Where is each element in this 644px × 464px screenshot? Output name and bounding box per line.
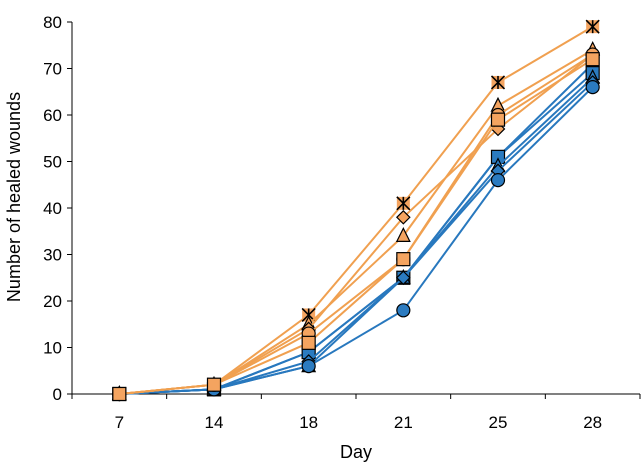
- x-tick-label: 18: [299, 413, 318, 432]
- data-point-asterisk: [396, 196, 411, 211]
- y-axis-title: Number of healed wounds: [4, 92, 24, 302]
- y-tick-label: 70: [43, 60, 62, 79]
- series-blue-diamond: [111, 75, 601, 402]
- y-tick-label: 20: [43, 292, 62, 311]
- data-point-square: [396, 252, 411, 267]
- data-point-square: [585, 52, 600, 67]
- data-point-square: [112, 386, 127, 402]
- data-point-asterisk: [490, 75, 506, 90]
- x-tick-label: 28: [583, 413, 602, 432]
- series-line: [119, 63, 594, 395]
- series-orange-asterisk: [112, 19, 600, 402]
- series-line: [119, 58, 594, 395]
- series-blue-square: [112, 66, 600, 402]
- series-blue-triangle: [111, 68, 601, 401]
- series-orange-square: [112, 52, 600, 402]
- data-point-circle: [301, 359, 316, 374]
- data-point-circle: [396, 303, 411, 318]
- data-point-circle: [490, 173, 506, 188]
- data-point-square: [490, 112, 506, 127]
- data-point-asterisk: [585, 19, 600, 34]
- y-tick-label: 30: [43, 246, 62, 265]
- x-tick-label: 25: [489, 413, 508, 432]
- y-tick-label: 0: [53, 385, 62, 404]
- series-layer: [111, 19, 601, 402]
- series-blue-asterisk: [112, 56, 600, 402]
- series-line: [119, 77, 594, 395]
- data-point-triangle: [395, 227, 411, 242]
- x-tick-label: 21: [394, 413, 413, 432]
- data-point-diamond: [395, 270, 411, 286]
- data-point-circle: [585, 79, 600, 95]
- y-ticks: 0 10 20 30 40 50 60 70 80: [43, 13, 72, 404]
- y-tick-label: 80: [43, 13, 62, 32]
- x-axis-title: Day: [340, 442, 372, 462]
- x-tick-label: 14: [205, 413, 224, 432]
- data-point-diamond: [395, 209, 411, 225]
- series-line: [119, 86, 594, 395]
- data-point-square: [206, 377, 222, 392]
- x-ticks: 7 14 18 21 25 28: [71, 394, 641, 432]
- y-tick-label: 10: [43, 339, 62, 358]
- series-line: [119, 81, 594, 395]
- y-tick-label: 50: [43, 153, 62, 172]
- series-line: [119, 72, 594, 395]
- data-point-square: [301, 335, 316, 350]
- x-tick-label: 7: [115, 413, 124, 432]
- y-tick-label: 40: [43, 199, 62, 218]
- series-line: [119, 49, 594, 395]
- y-tick-label: 60: [43, 106, 62, 125]
